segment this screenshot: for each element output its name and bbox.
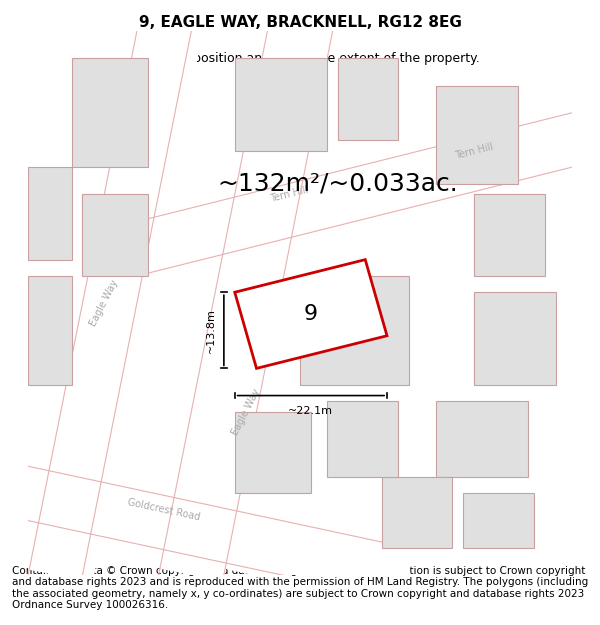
Text: Eagle Way: Eagle Way — [230, 387, 262, 437]
Text: 9, EAGLE WAY, BRACKNELL, RG12 8EG: 9, EAGLE WAY, BRACKNELL, RG12 8EG — [139, 15, 461, 30]
Polygon shape — [82, 194, 148, 276]
Text: Map shows position and indicative extent of the property.: Map shows position and indicative extent… — [120, 52, 480, 65]
Text: ~13.8m: ~13.8m — [206, 308, 216, 352]
Text: Tern Hill: Tern Hill — [269, 185, 310, 204]
Text: Eagle Way: Eagle Way — [88, 278, 120, 328]
Polygon shape — [436, 401, 529, 477]
Text: 9: 9 — [304, 304, 318, 324]
Polygon shape — [338, 58, 398, 140]
Text: Contains OS data © Crown copyright and database right 2021. This information is : Contains OS data © Crown copyright and d… — [12, 566, 588, 611]
Text: ~22.1m: ~22.1m — [289, 406, 334, 416]
Text: ~132m²/~0.033ac.: ~132m²/~0.033ac. — [218, 171, 458, 196]
Polygon shape — [235, 412, 311, 494]
Text: Tern Hill: Tern Hill — [454, 141, 494, 161]
Text: Goldcrest Road: Goldcrest Road — [127, 497, 201, 522]
Polygon shape — [235, 259, 387, 368]
Polygon shape — [474, 194, 545, 276]
Polygon shape — [474, 292, 556, 384]
Polygon shape — [235, 58, 327, 151]
Polygon shape — [463, 494, 534, 548]
Polygon shape — [71, 58, 148, 167]
Polygon shape — [382, 477, 452, 548]
Polygon shape — [300, 276, 409, 384]
Polygon shape — [28, 167, 71, 259]
Polygon shape — [327, 401, 398, 477]
Polygon shape — [130, 114, 578, 275]
Polygon shape — [18, 24, 202, 582]
Polygon shape — [159, 25, 332, 581]
Polygon shape — [28, 276, 71, 384]
Polygon shape — [21, 461, 416, 607]
Polygon shape — [436, 86, 517, 184]
